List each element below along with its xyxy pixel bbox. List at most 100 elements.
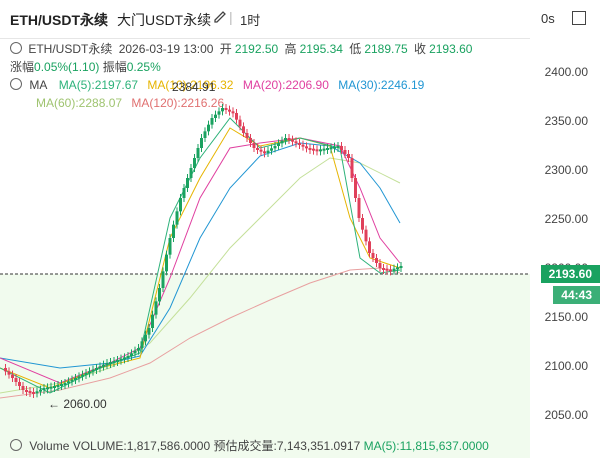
ohlc-datetime: 2026-03-19 13:00 [118, 42, 214, 56]
current-price-tag: 2193.60 [540, 265, 600, 283]
candle-body [147, 328, 151, 335]
divider: | [229, 9, 233, 25]
volume-value: VOLUME:1,817,586.0000 [72, 439, 211, 453]
candle-body [298, 143, 301, 145]
candle-body [301, 144, 305, 147]
candle-body [235, 113, 238, 120]
candle-body [214, 114, 217, 118]
candle-body [357, 198, 361, 218]
candle-body [95, 368, 98, 370]
candle-body [130, 353, 133, 356]
close-label: 收 [414, 42, 427, 56]
candle-body [259, 149, 263, 152]
eye-icon[interactable] [10, 439, 22, 451]
ma120-line [0, 267, 401, 399]
candle-body [273, 146, 277, 149]
candle-body [224, 108, 228, 110]
candle-body [77, 376, 81, 379]
candle-body [399, 266, 403, 268]
candle-body [4, 368, 7, 372]
candle-body [392, 268, 396, 271]
change-value: 0.05%(1.10) [34, 60, 100, 74]
candle-body [333, 146, 336, 149]
candle-body [252, 143, 256, 148]
candle-body [266, 150, 270, 153]
low-label: 低 [349, 42, 362, 56]
ma30-value: MA(30):2246.19 [338, 78, 425, 92]
candle-body [175, 211, 179, 225]
candle-body [126, 356, 130, 358]
candle-body [364, 229, 368, 242]
edit-icon[interactable] [212, 8, 228, 24]
axis-tick: 2100.00 [544, 359, 588, 373]
candle-body [256, 148, 259, 150]
candle-body [140, 341, 144, 348]
open-value: 2192.50 [234, 42, 279, 56]
candle-body [70, 379, 74, 382]
candle-body [193, 158, 196, 168]
candle-body [49, 386, 53, 389]
change-legend: 涨幅0.05%(1.10) 振幅0.25% [10, 58, 161, 75]
candle-body [389, 269, 392, 272]
candle-body [168, 238, 172, 255]
axis-tick: 2300.00 [544, 163, 588, 177]
candle-body [238, 119, 242, 127]
candle-body [63, 383, 67, 385]
candle-body [361, 218, 364, 230]
timeframe-selector[interactable]: 1时 [240, 13, 261, 28]
axis-tick: 2350.00 [544, 114, 588, 128]
candle-body [67, 381, 70, 384]
candle-body [7, 371, 11, 375]
candle-body [200, 138, 203, 148]
candle-body [28, 391, 32, 393]
candle-body [329, 147, 333, 150]
candle-body [277, 143, 280, 146]
axis-tick: 2400.00 [544, 65, 588, 79]
candle-body [196, 148, 200, 158]
symbol-title[interactable]: ETH/USDT永续 [10, 12, 108, 28]
price-axis[interactable]: 2400.00 2350.00 2300.00 2250.00 2200.00 … [530, 38, 606, 458]
candle-body [308, 148, 312, 150]
candle-body [116, 360, 119, 362]
candle-body [119, 358, 123, 361]
candle-body [263, 151, 266, 154]
price-chart[interactable]: 2384.91 ← 2060.00 [0, 38, 530, 458]
candle-body [84, 373, 88, 375]
amplitude-label: 振幅 [102, 60, 127, 74]
low-value: 2189.75 [364, 42, 408, 56]
eye-icon[interactable] [10, 42, 22, 54]
open-label: 开 [219, 42, 232, 56]
candle-body [315, 149, 319, 152]
candle-body [207, 124, 210, 132]
candle-body [39, 389, 42, 392]
ma60-value: MA(60):2288.07 [36, 96, 123, 110]
candle-body [350, 158, 354, 178]
eye-icon[interactable] [10, 78, 22, 90]
candle-body [179, 198, 182, 212]
candle-body [88, 371, 91, 374]
candle-body [270, 148, 273, 151]
high-value: 2195.34 [299, 42, 343, 56]
candle-body [382, 268, 385, 270]
below-price-area [0, 274, 530, 458]
candle-body [245, 133, 249, 138]
ohlc-legend: ETH/USDT永续 2026-03-19 13:00 开 2192.50 高 21… [10, 40, 475, 57]
maximize-icon[interactable] [572, 11, 586, 25]
candle-body [182, 188, 186, 198]
exchange-label[interactable]: 大门USDT永续 [117, 12, 212, 28]
candle-body [158, 288, 161, 302]
candle-body [42, 388, 46, 390]
candle-body [81, 374, 84, 377]
candle-body [109, 362, 112, 364]
axis-tick: 2050.00 [544, 408, 588, 422]
candle-body [375, 258, 378, 263]
candle-body [21, 386, 25, 390]
volume-label: Volume [29, 439, 70, 453]
candle-body [378, 263, 382, 268]
candle-body [56, 385, 60, 387]
close-value: 2193.60 [429, 42, 473, 56]
candle-body [35, 391, 39, 394]
candle-body [291, 139, 294, 142]
low-marker: ← 2060.00 [48, 397, 107, 411]
chart-header: ETH/USDT永续 大门USDT永续 | 1时 0s [0, 0, 606, 39]
